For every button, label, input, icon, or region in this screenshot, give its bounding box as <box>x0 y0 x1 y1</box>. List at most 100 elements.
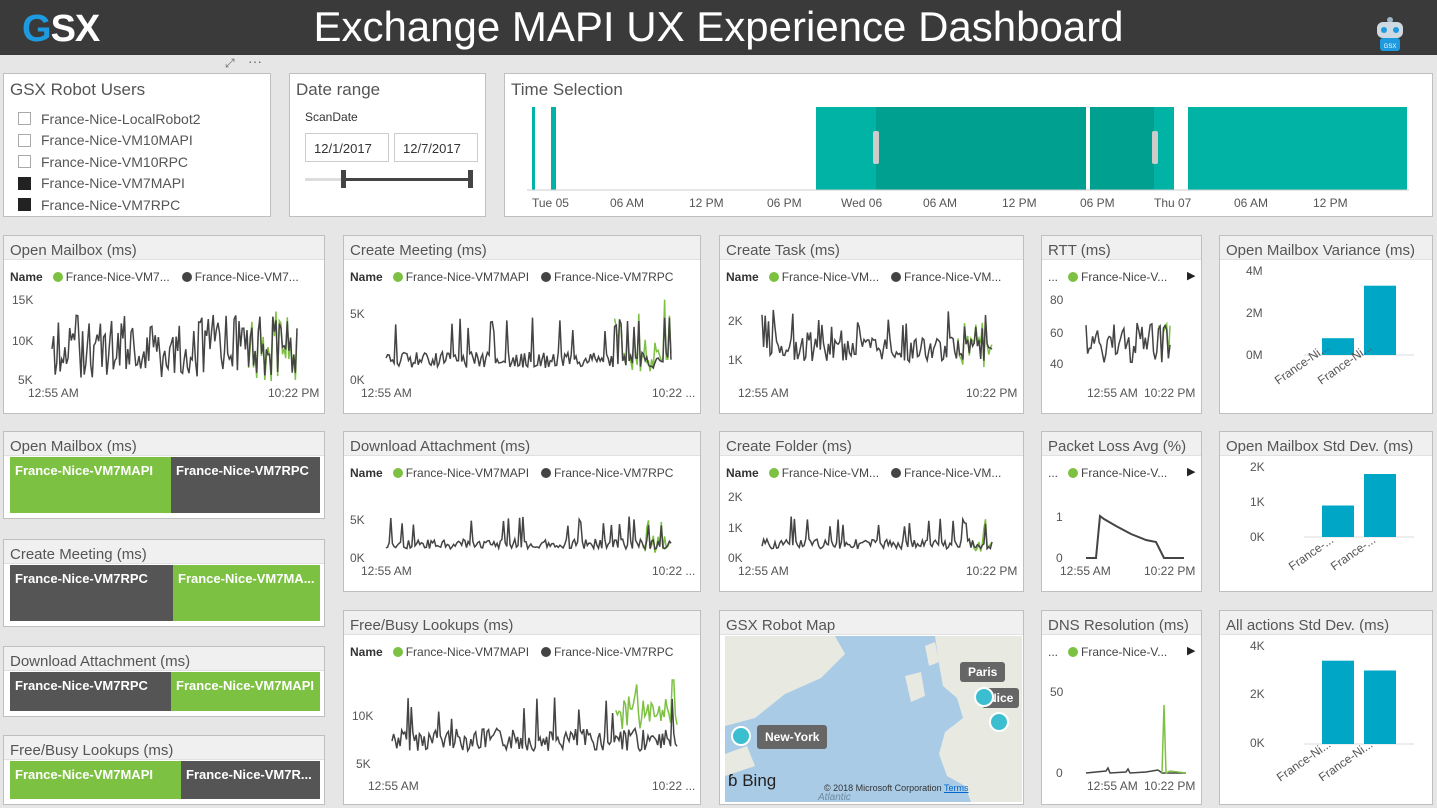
create-meeting-chart: Create Meeting (ms) Name France-Nice-VM7M… <box>343 235 701 414</box>
x-tick: 10:22 ... <box>652 386 696 400</box>
bing-icon: ɓ <box>728 771 738 790</box>
robot-user-label: France-Nice-VM7MAPI <box>41 175 185 192</box>
bar[interactable] <box>1322 505 1354 538</box>
robot-user-item[interactable]: France-Nice-VM10MAPI <box>4 130 264 152</box>
checkbox[interactable] <box>18 198 31 212</box>
map-pin-paris[interactable] <box>974 687 994 707</box>
y-tick: 1K <box>1250 495 1265 509</box>
card-vm7rpc[interactable]: France-Nice-VM7RPC <box>10 565 173 621</box>
freebusy-chart: Free/Busy Lookups (ms) Name France-Nice-V… <box>343 610 701 805</box>
y-tick: 2K <box>728 314 743 328</box>
bar[interactable] <box>1322 338 1354 355</box>
date-field-label: ScanDate <box>305 110 358 124</box>
y-tick: 0K <box>1250 530 1265 544</box>
bar[interactable] <box>1322 660 1354 744</box>
download-attachment-cards-title: Download Attachment (ms) <box>10 653 191 670</box>
series-line-vm7rpc <box>1085 322 1171 364</box>
x-tick: 12:55 AM <box>1060 564 1111 578</box>
legend-next-icon[interactable]: ▶ <box>1187 645 1196 657</box>
y-tick: 0 <box>1056 551 1063 565</box>
freebusy-legend: Name France-Nice-VM7MAPI France-Nice-VM7RP… <box>350 645 674 659</box>
download-attachment-cards: Download Attachment (ms) France-Nice-VM7… <box>3 646 325 717</box>
checkbox[interactable] <box>18 155 31 169</box>
card-vm7mapi[interactable]: France-Nice-VM7MAPI <box>171 672 320 711</box>
y-tick: 0K <box>350 373 365 387</box>
series-line-vm7mapi <box>613 299 672 372</box>
open-mailbox-title-bar <box>4 236 324 260</box>
time-selection-chart[interactable] <box>505 74 1434 218</box>
open-mailbox-chart: Open Mailbox (ms) Name France-Nice-VM7...… <box>3 235 325 414</box>
x-tick: 10:22 PM <box>966 564 1018 578</box>
x-tick: 10:22 ... <box>652 779 696 793</box>
x-tick: 10:22 PM <box>1144 564 1196 578</box>
series-line-vm7rpc <box>761 309 993 364</box>
map-terms-link[interactable]: Terms <box>944 783 969 793</box>
packet-loss-title-bar <box>1042 432 1201 456</box>
create-task-title-bar <box>720 236 1023 260</box>
robot-user-item[interactable]: France-Nice-VM7RPC <box>4 194 264 216</box>
x-tick: 12:55 AM <box>1087 386 1138 400</box>
open-mailbox-cards-title-bar <box>4 432 324 456</box>
y-tick: 1K <box>728 353 743 367</box>
freebusy-lines <box>391 679 678 754</box>
dns-lines <box>1085 704 1187 775</box>
map-copyright: © 2018 Microsoft Corporation Terms <box>824 783 969 793</box>
x-tick: France-... <box>1286 532 1337 574</box>
time-axis-tick: 06 AM <box>923 196 958 210</box>
focus-mode-icon[interactable]: ⤢ <box>225 56 235 70</box>
legend-next-icon[interactable]: ▶ <box>1187 270 1196 282</box>
bar[interactable] <box>1364 474 1396 537</box>
robot-icon: GSX <box>1377 17 1403 51</box>
y-tick: 10K <box>12 334 34 348</box>
card-vm7mapi[interactable]: France-Nice-VM7MAPI <box>10 457 171 513</box>
series-line-vm7rpc <box>51 314 298 378</box>
download-attachment-title-bar <box>344 432 700 456</box>
robot-user-label: France-Nice-LocalRobot2 <box>41 110 201 127</box>
more-options-icon[interactable]: ··· <box>248 53 262 69</box>
x-tick: France-... <box>1328 532 1379 574</box>
card-vm7mapi[interactable]: France-Nice-VM7MA... <box>173 565 320 621</box>
card-vm7mapi[interactable]: France-Nice-VM7MAPI <box>10 761 181 799</box>
bar[interactable] <box>1364 670 1396 745</box>
map-pin-new-york[interactable] <box>731 726 751 746</box>
y-tick: 2K <box>1250 460 1265 474</box>
dns-title: DNS Resolution (ms) <box>1048 617 1189 634</box>
packet-loss-title: Packet Loss Avg (%) <box>1048 438 1187 455</box>
create-task-lines <box>761 309 993 368</box>
rtt-title: RTT (ms) <box>1048 242 1111 259</box>
x-tick: 10:22 PM <box>1144 386 1196 400</box>
robot-user-item[interactable]: France-Nice-LocalRobot2 <box>4 108 264 130</box>
time-axis-tick: 06 AM <box>1234 196 1269 210</box>
y-tick: 50 <box>1050 685 1064 699</box>
series-line-vm7rpc <box>385 317 672 370</box>
packet-loss-line <box>1086 514 1184 559</box>
robot-user-item[interactable]: France-Nice-VM7MAPI <box>4 173 264 195</box>
y-tick: 60 <box>1050 326 1064 340</box>
checkbox[interactable] <box>18 133 31 147</box>
legend-next-icon[interactable]: ▶ <box>1187 466 1196 478</box>
end-date-input[interactable]: 12/7/2017 <box>394 133 478 162</box>
checkbox[interactable] <box>18 176 31 190</box>
robot-map: GSX Robot Map Paris Nice New-York ɓ Bing… <box>719 610 1024 805</box>
x-tick: 12:55 AM <box>1087 779 1138 793</box>
y-tick: 2M <box>1246 306 1263 320</box>
series-line-vm7rpc <box>391 697 678 754</box>
date-slider-start-handle[interactable] <box>341 170 346 188</box>
map-sea-label: Atlantic <box>818 792 851 803</box>
date-slider-end-handle[interactable] <box>468 170 473 188</box>
card-vm7rpc[interactable]: France-Nice-VM7RPC <box>171 457 320 513</box>
create-meeting-lines <box>385 299 672 372</box>
download-attachment-lines <box>385 516 672 553</box>
map-pin-nice[interactable] <box>989 712 1009 732</box>
y-tick: 2K <box>728 490 743 504</box>
y-tick: 5K <box>18 373 33 387</box>
bar[interactable] <box>1364 285 1396 355</box>
robot-user-item[interactable]: France-Nice-VM10RPC <box>4 151 264 173</box>
checkbox[interactable] <box>18 112 31 126</box>
series-line-vm7rpc <box>761 516 993 551</box>
card-vm7rpc[interactable]: France-Nice-VM7RPC <box>10 672 171 711</box>
svg-text:GSX: GSX <box>1384 44 1397 50</box>
card-vm7rpc[interactable]: France-Nice-VM7R... <box>181 761 320 799</box>
start-date-input[interactable]: 12/1/2017 <box>305 133 389 162</box>
time-axis-tick: 06 AM <box>610 196 645 210</box>
